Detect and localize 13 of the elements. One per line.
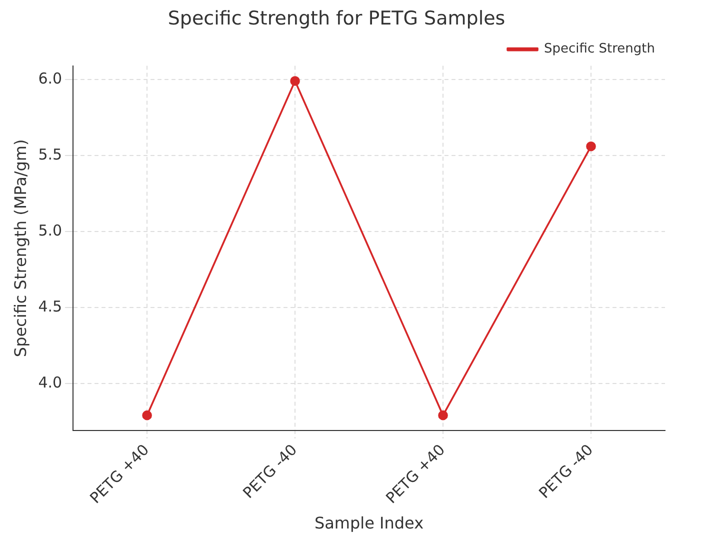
y-tick-label: 4.5: [38, 297, 62, 316]
y-tick-label: 5.5: [38, 145, 62, 164]
point: [290, 76, 300, 86]
point: [142, 410, 152, 420]
y-axis-title: Specific Strength (MPa/gm): [10, 139, 30, 358]
legend-label: Specific Strength: [544, 42, 656, 57]
point: [438, 410, 448, 420]
y-tick-label: 6.0: [38, 69, 62, 88]
y-tick-label: 4.0: [38, 373, 62, 392]
y-tick-label: 5.0: [38, 221, 62, 240]
chart-title: Specific Strength for PETG Samples: [168, 7, 506, 30]
point: [586, 141, 596, 152]
x-axis-title: Sample Index: [314, 514, 424, 533]
